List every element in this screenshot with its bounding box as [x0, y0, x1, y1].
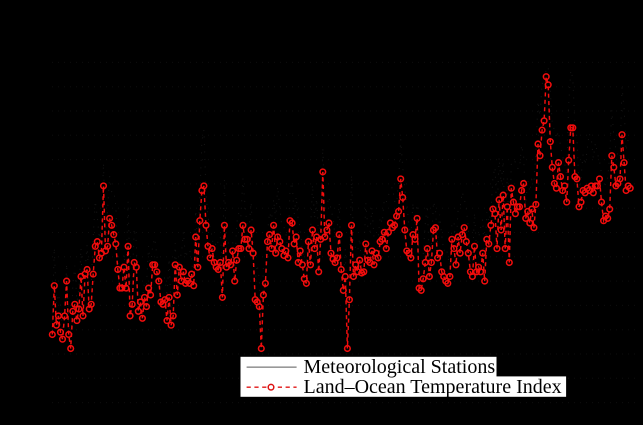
svg-text:Meteorological Stations: Meteorological Stations: [304, 356, 496, 378]
svg-text:Land–Ocean Temperature Index: Land–Ocean Temperature Index: [304, 376, 562, 398]
